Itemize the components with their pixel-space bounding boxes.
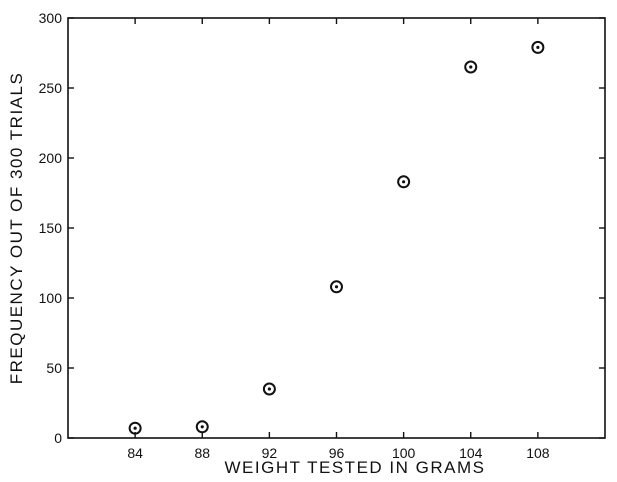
data-point (262, 382, 276, 396)
x-tick-label: 108 (526, 445, 550, 461)
data-point (531, 40, 545, 54)
data-point (330, 280, 343, 294)
data-point (397, 175, 411, 189)
data-point (464, 60, 478, 74)
data-point (195, 420, 209, 434)
plot-frame (67, 17, 606, 439)
x-tick-label: 88 (194, 445, 210, 461)
x-axis-ticks: 84 88 92 96 100 104 108 (127, 18, 550, 461)
y-tick-label: 200 (39, 150, 63, 166)
plot-border (67, 17, 606, 439)
y-axis-title: FREQUENCY OUT OF 300 TRIALS (7, 72, 26, 385)
data-point (128, 421, 142, 435)
y-tick-label: 0 (54, 430, 62, 446)
x-tick-label: 96 (329, 445, 345, 461)
x-axis-title: WEIGHT TESTED IN GRAMS (225, 458, 486, 477)
y-tick-label: 100 (39, 290, 63, 306)
x-tick-label: 84 (127, 445, 143, 461)
y-tick-label: 250 (39, 80, 63, 96)
x-tick-label: 104 (459, 445, 483, 461)
y-tick-label: 150 (39, 220, 63, 236)
y-axis-ticks: 0 50 100 150 200 250 300 (39, 10, 605, 446)
data-points (128, 40, 545, 435)
y-tick-label: 300 (39, 10, 63, 26)
x-tick-label: 100 (392, 445, 416, 461)
y-tick-label: 50 (46, 360, 62, 376)
x-tick-label: 92 (262, 445, 278, 461)
